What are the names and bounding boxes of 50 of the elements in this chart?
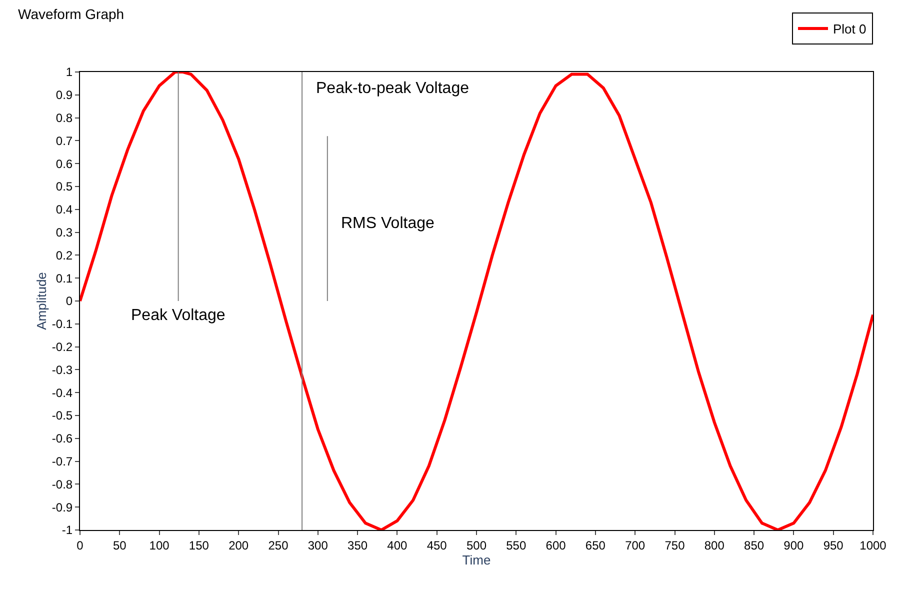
y-tick-label: 0: [66, 294, 73, 308]
x-tick-label: 750: [664, 538, 686, 552]
y-tick-label: 0.5: [56, 180, 73, 194]
x-tick-label: 450: [426, 538, 448, 552]
y-tick-label: 0.6: [56, 156, 73, 171]
y-tick-label: 0.1: [56, 271, 73, 286]
y-axis-title: Amplitude: [34, 272, 49, 330]
x-tick-label: 200: [228, 538, 249, 552]
y-tick-label: -1: [62, 523, 73, 538]
y-tick-label: 0.7: [56, 134, 73, 148]
y-tick-label: -0.6: [52, 432, 73, 446]
y-tick-label: 0.8: [56, 111, 73, 125]
x-axis-title: Time: [462, 552, 491, 568]
y-tick-label: -0.2: [52, 340, 73, 354]
x-tick-label: 950: [823, 538, 844, 552]
y-tick-label: 0.3: [56, 226, 73, 240]
x-tick-label: 550: [506, 538, 526, 552]
x-tick-label: 1000: [860, 538, 887, 552]
x-tick-label: 50: [112, 538, 127, 552]
x-tick-label: 400: [387, 538, 408, 552]
x-tick-label: 100: [149, 538, 170, 552]
y-tick-label: -0.9: [52, 500, 73, 514]
y-tick-label: 1: [66, 65, 73, 80]
x-tick-label: 300: [308, 538, 328, 552]
y-tick-label: -0.8: [52, 477, 73, 492]
y-tick-label: -0.7: [52, 454, 73, 468]
y-tick-label: -0.1: [52, 317, 73, 332]
x-tick-label: 500: [466, 538, 487, 552]
annotation: RMS Voltage: [341, 215, 434, 232]
x-tick-label: 0: [76, 538, 84, 552]
y-tick-label: -0.3: [52, 362, 73, 377]
x-tick-label: 150: [188, 538, 210, 552]
y-tick-label: 0.9: [56, 88, 73, 102]
legend-label: Plot 0: [833, 22, 866, 37]
x-tick-label: 650: [585, 538, 606, 552]
x-tick-label: 250: [268, 538, 289, 552]
line-series: [80, 72, 873, 530]
chart-title: Waveform Graph: [18, 6, 124, 22]
y-tick-label: -0.4: [52, 386, 73, 400]
x-tick-label: 350: [348, 538, 368, 552]
x-tick-label: 850: [744, 538, 764, 552]
y-tick-label: -0.5: [52, 408, 73, 423]
annotation: Peak-to-peak Voltage: [316, 80, 470, 97]
y-tick-label: 0.4: [56, 202, 73, 217]
x-tick-label: 900: [784, 538, 804, 552]
annotation: Peak Voltage: [131, 307, 226, 324]
x-tick-label: 800: [704, 538, 725, 552]
y-tick-label: 0.2: [56, 248, 73, 262]
x-tick-label: 600: [546, 538, 566, 552]
x-tick-label: 700: [625, 538, 646, 552]
